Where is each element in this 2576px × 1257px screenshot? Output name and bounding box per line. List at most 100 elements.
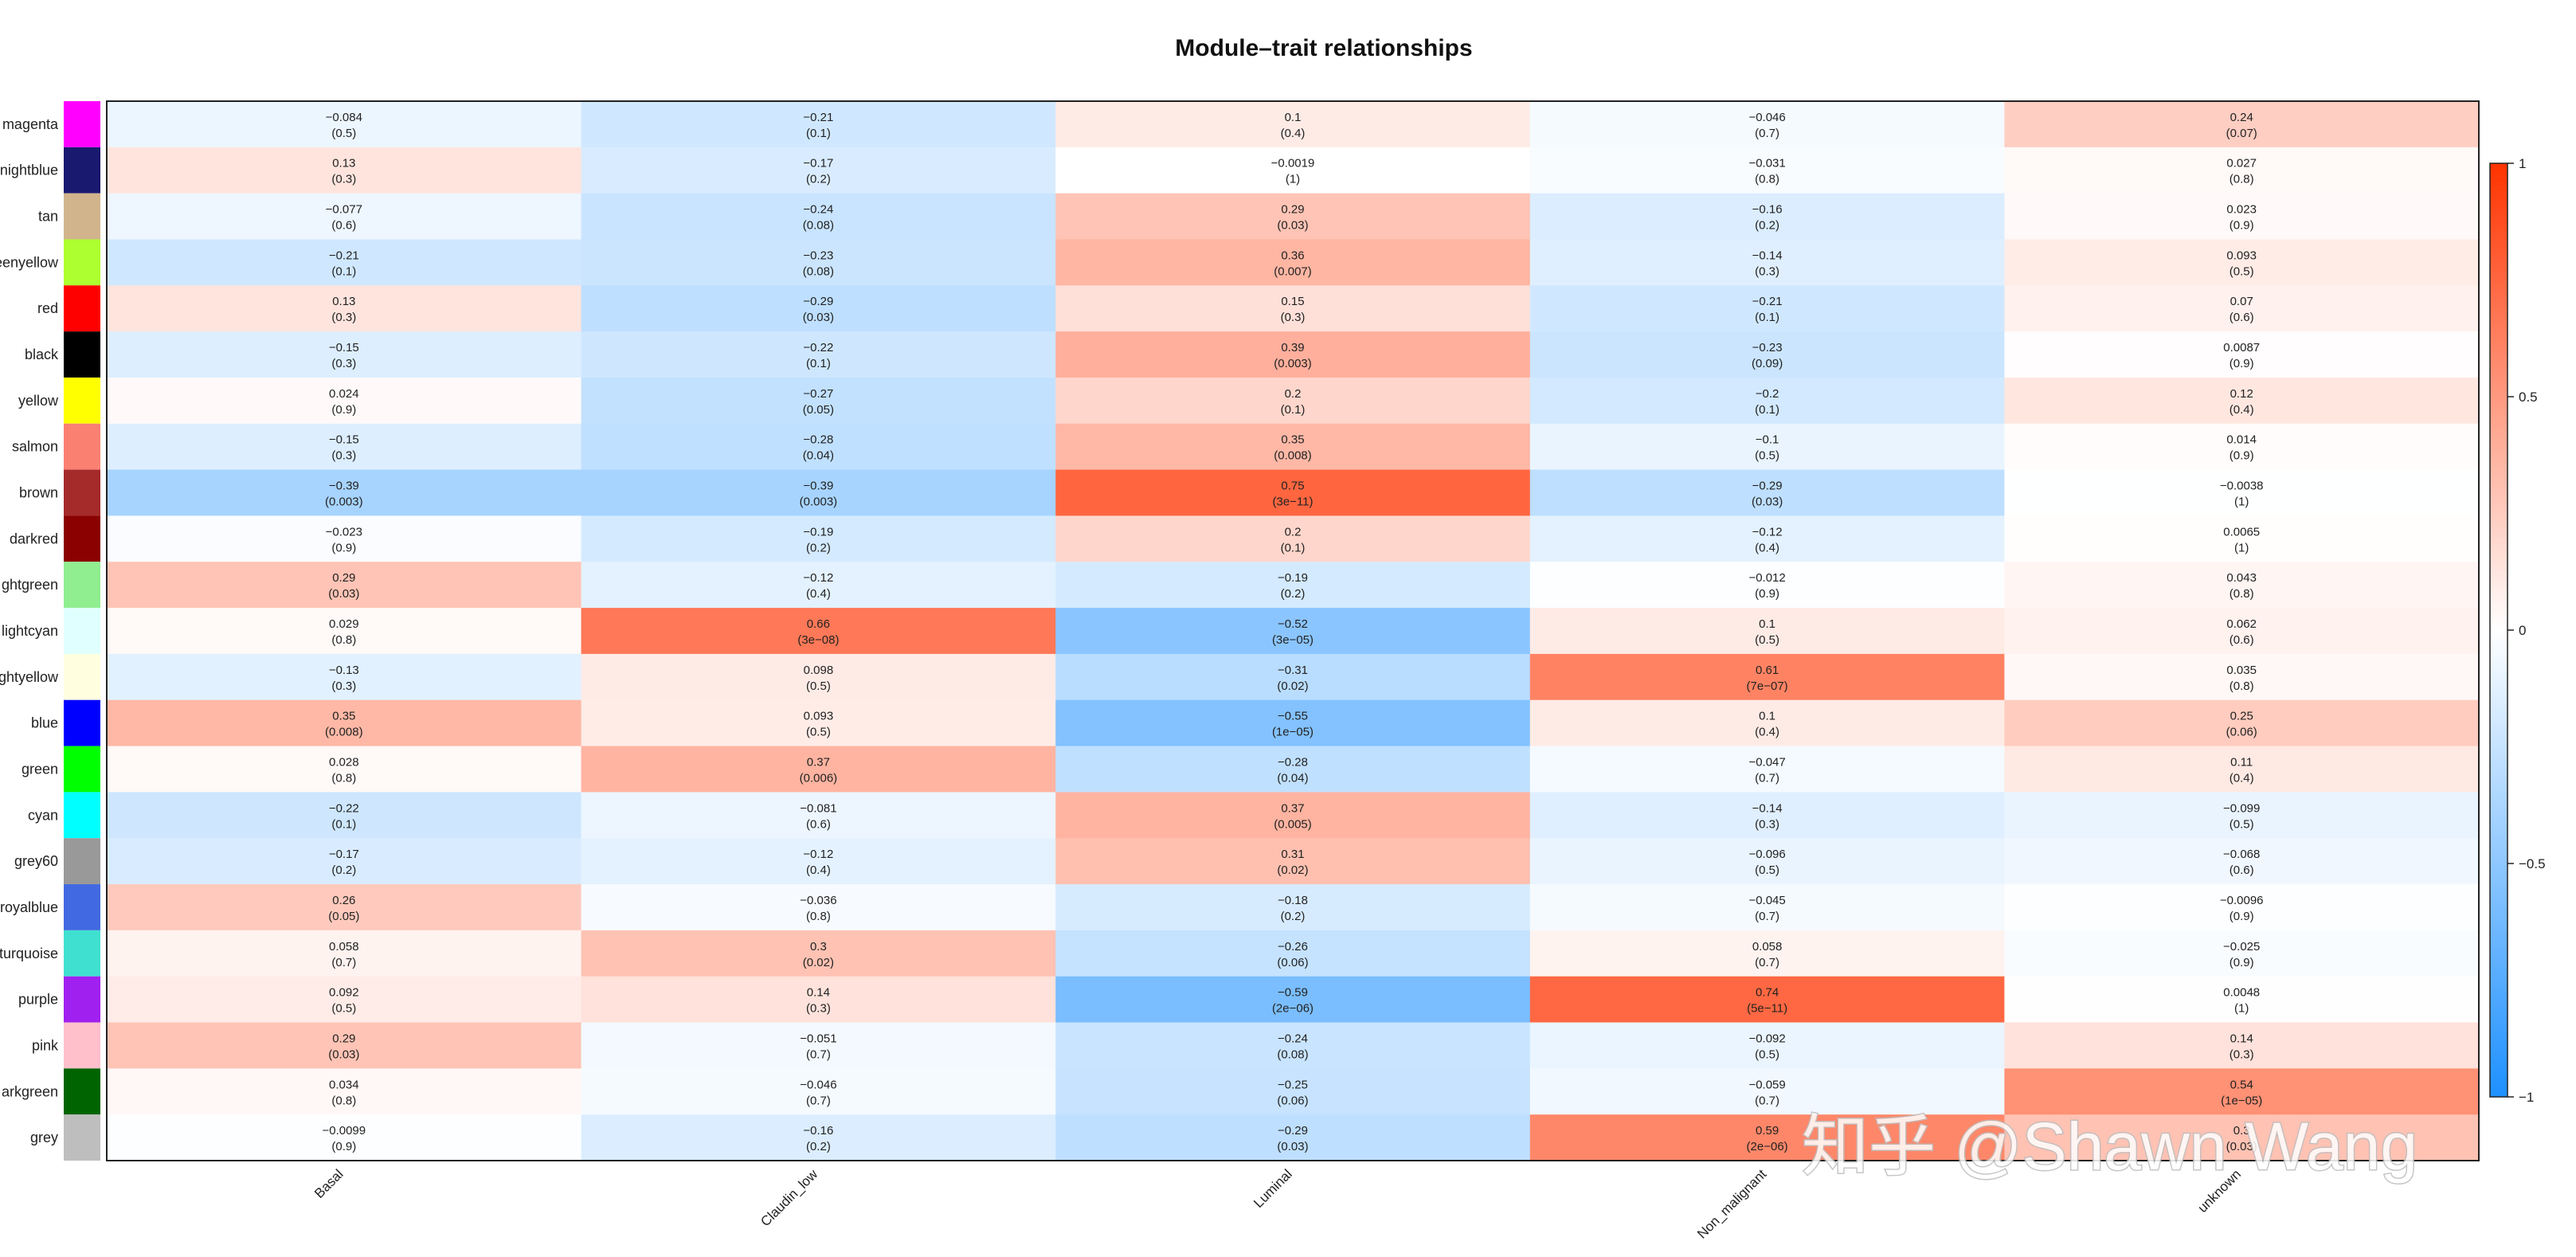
heatmap-cell [581,608,1056,655]
cell-pvalue-label: (0.07) [2226,127,2257,140]
cell-correlation-label: 0.0065 [2223,525,2260,538]
cell-pvalue-label: (0.08) [803,264,834,278]
cell-pvalue-label: (0.03) [328,1048,359,1061]
cell-pvalue-label: (0.5) [1755,1048,1779,1061]
heatmap-cell [2004,930,2480,977]
module-label-greenyellow: eenyellow [0,254,59,270]
cell-pvalue-label: (1) [2234,1002,2249,1016]
module-swatch-turquoise [64,930,100,977]
heatmap-cell [107,515,582,562]
cell-correlation-label: −0.23 [1752,341,1783,354]
cell-correlation-label: −0.0096 [2220,894,2264,907]
module-label-yellow: yellow [18,393,59,409]
cell-correlation-label: −0.2 [1756,387,1779,401]
cell-correlation-label: −0.15 [329,433,359,447]
legend-tick-label: 1 [2519,156,2526,171]
cell-pvalue-label: (0.7) [806,1094,831,1107]
cell-pvalue-label: (0.6) [2230,633,2254,647]
heatmap-cell [1055,884,1531,931]
cell-pvalue-label: (0.6) [806,817,831,831]
heatmap-cell [581,792,1056,839]
cell-correlation-label: −0.031 [1748,157,1785,170]
cell-correlation-label: −0.17 [803,157,833,170]
heatmap-cell [107,423,582,471]
cell-correlation-label: −0.099 [2223,801,2260,815]
cell-pvalue-label: (0.7) [1755,1094,1779,1107]
heatmap-cell [107,608,582,655]
heatmap-cell [1055,1114,1531,1161]
cell-correlation-label: −0.28 [1278,755,1308,769]
cell-correlation-label: 0.24 [2230,111,2253,124]
cell-correlation-label: −0.16 [803,1124,833,1138]
cell-pvalue-label: (0.003) [800,495,838,509]
cell-pvalue-label: (0.9) [331,1140,356,1153]
cell-correlation-label: −0.047 [1748,755,1785,769]
cell-pvalue-label: (7e−07) [1747,679,1788,693]
heatmap-cell [1055,562,1531,609]
cell-correlation-label: 0.034 [329,1078,359,1091]
cell-pvalue-label: (0.6) [331,219,356,233]
heatmap-cell [1529,1068,2005,1115]
cell-pvalue-label: (3e−11) [1272,495,1313,509]
heatmap-cell [107,147,582,194]
cell-pvalue-label: (0.3) [331,679,356,693]
heatmap-cell [1055,239,1531,286]
cell-correlation-label: −0.21 [329,249,359,262]
module-swatch-royalblue [64,884,100,930]
cell-pvalue-label: (0.9) [2230,449,2254,463]
cell-correlation-label: −0.092 [1748,1032,1785,1045]
cell-correlation-label: 0.75 [1281,480,1304,493]
heatmap-cell [1055,608,1531,655]
cell-correlation-label: −0.29 [1278,1124,1308,1138]
cell-pvalue-label: (0.1) [1281,541,1306,554]
cell-pvalue-label: (0.008) [1274,449,1312,463]
cell-correlation-label: 0.37 [807,755,830,769]
cell-pvalue-label: (0.06) [1277,1094,1308,1107]
cell-correlation-label: 0.25 [2230,710,2253,723]
heatmap-cell [107,1022,582,1069]
module-label-tan: tan [38,209,58,225]
cell-pvalue-label: (0.08) [803,219,834,233]
module-label-black: black [25,347,59,362]
cell-correlation-label: −0.26 [1278,940,1308,954]
heatmap-cell [107,285,582,332]
module-label-pink: pink [32,1037,59,1053]
cell-correlation-label: 0.058 [1752,940,1783,954]
module-label-midnightblue: nightblue [0,163,58,178]
heatmap-cell [107,746,582,793]
heatmap-cell [2004,792,2480,839]
module-label-green: green [22,761,58,777]
module-label-royalblue: royalblue [0,899,58,915]
heatmap-cell [1529,976,2005,1024]
cell-correlation-label: −0.077 [326,203,362,217]
module-swatch-lightyellow [64,653,100,700]
heatmap-cell [107,469,582,517]
cell-correlation-label: 0.043 [2226,571,2257,585]
cell-correlation-label: −0.023 [326,525,362,538]
module-label-brown: brown [19,485,58,501]
cell-correlation-label: 0.3 [810,940,827,954]
heatmap-cell [1529,838,2005,885]
legend-tick-label: 0.5 [2519,390,2538,405]
cell-correlation-label: −0.59 [1278,986,1308,1000]
cell-correlation-label: 0.61 [1756,664,1779,677]
cell-correlation-label: −0.29 [803,295,833,308]
heatmap-cell [2004,699,2480,747]
heatmap-cell [1055,515,1531,562]
heatmap-cell [581,976,1056,1024]
module-swatch-darkred [64,515,100,562]
cell-pvalue-label: (0.02) [803,956,834,969]
heatmap-cell [107,976,582,1024]
cell-pvalue-label: (0.4) [1281,127,1306,140]
cell-pvalue-label: (0.03) [328,587,359,601]
heatmap-cell [1055,976,1531,1024]
heatmap-cell [1529,285,2005,332]
cell-pvalue-label: (0.3) [2230,1048,2254,1061]
heatmap-cell [2004,469,2480,517]
cell-correlation-label: −0.17 [329,848,359,861]
cell-correlation-label: −0.52 [1278,617,1308,631]
cell-pvalue-label: (0.6) [2230,311,2254,324]
cell-pvalue-label: (2e−06) [1272,1002,1313,1016]
heatmap-cell [1529,239,2005,286]
